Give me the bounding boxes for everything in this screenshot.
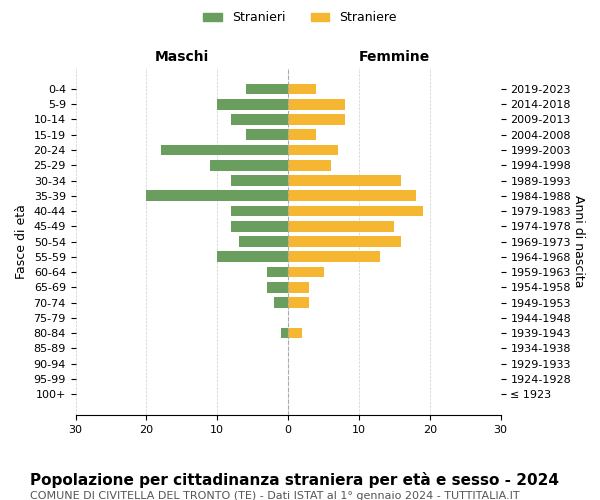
Y-axis label: Anni di nascita: Anni di nascita <box>572 196 585 288</box>
Bar <box>288 175 401 186</box>
Bar <box>288 266 323 278</box>
Bar <box>288 282 310 292</box>
Bar <box>288 99 345 110</box>
Text: Femmine: Femmine <box>359 50 430 64</box>
Bar <box>288 221 394 232</box>
Bar <box>232 221 288 232</box>
Bar <box>288 130 316 140</box>
Bar <box>281 328 288 338</box>
Bar <box>217 99 288 110</box>
Bar <box>288 190 416 201</box>
Bar <box>288 298 310 308</box>
Bar <box>288 114 345 125</box>
Bar <box>239 236 288 247</box>
Bar <box>245 84 288 94</box>
Bar <box>288 84 316 94</box>
Bar <box>288 236 401 247</box>
Bar <box>245 130 288 140</box>
Bar <box>267 282 288 292</box>
Bar <box>288 144 338 156</box>
Bar <box>288 160 331 170</box>
Bar <box>274 298 288 308</box>
Legend: Stranieri, Straniere: Stranieri, Straniere <box>198 6 402 29</box>
Bar <box>232 206 288 216</box>
Bar <box>288 328 302 338</box>
Y-axis label: Fasce di età: Fasce di età <box>15 204 28 279</box>
Bar <box>161 144 288 156</box>
Bar <box>217 252 288 262</box>
Text: Popolazione per cittadinanza straniera per età e sesso - 2024: Popolazione per cittadinanza straniera p… <box>30 472 559 488</box>
Bar <box>146 190 288 201</box>
Bar <box>232 175 288 186</box>
Bar <box>288 206 423 216</box>
Bar <box>210 160 288 170</box>
Text: COMUNE DI CIVITELLA DEL TRONTO (TE) - Dati ISTAT al 1° gennaio 2024 - TUTTITALIA: COMUNE DI CIVITELLA DEL TRONTO (TE) - Da… <box>30 491 520 500</box>
Bar <box>288 252 380 262</box>
Bar <box>267 266 288 278</box>
Bar <box>232 114 288 125</box>
Text: Maschi: Maschi <box>155 50 209 64</box>
